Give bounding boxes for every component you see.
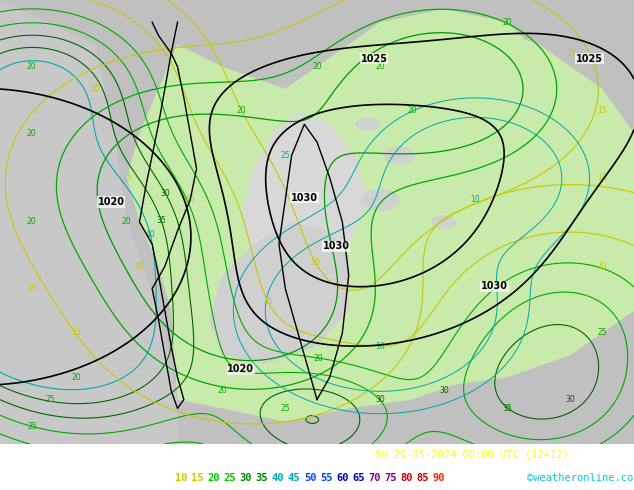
Text: 10: 10 [470, 196, 481, 204]
Text: 10: 10 [375, 342, 385, 351]
Text: 20: 20 [122, 218, 132, 226]
Text: 45: 45 [288, 473, 301, 483]
Ellipse shape [431, 215, 456, 229]
Text: 20: 20 [207, 473, 220, 483]
Text: 15: 15 [191, 473, 204, 483]
Point [0, 440, 5, 448]
Text: 10: 10 [311, 258, 320, 267]
Text: 20: 20 [27, 129, 37, 138]
Text: Surface pressure [hPa] ECMWF: Surface pressure [hPa] ECMWF [4, 450, 179, 460]
Text: 10: 10 [597, 173, 607, 182]
Point [0, 440, 5, 448]
Text: ©weatheronline.co.uk: ©weatheronline.co.uk [527, 473, 634, 483]
Point [0, 440, 5, 448]
Text: 25: 25 [280, 151, 290, 160]
Polygon shape [317, 22, 634, 391]
Polygon shape [127, 9, 602, 422]
Text: 15: 15 [90, 84, 100, 93]
Text: 1025: 1025 [361, 53, 387, 64]
Text: 65: 65 [352, 473, 365, 483]
Text: 30: 30 [161, 189, 171, 198]
Polygon shape [0, 0, 178, 444]
Text: 85: 85 [417, 473, 429, 483]
Polygon shape [241, 111, 368, 289]
Text: 15: 15 [566, 49, 576, 58]
Text: 20: 20 [312, 62, 322, 71]
Text: 25: 25 [223, 473, 236, 483]
Text: 20: 20 [236, 106, 246, 116]
Text: 1020: 1020 [228, 365, 254, 374]
Text: 1025: 1025 [576, 53, 603, 64]
Text: 35: 35 [157, 217, 166, 225]
Text: 15: 15 [597, 106, 607, 116]
Polygon shape [209, 222, 349, 364]
Text: 1030: 1030 [291, 193, 318, 202]
Point [0, 440, 5, 448]
Text: 40: 40 [145, 230, 155, 239]
Text: 55: 55 [320, 473, 332, 483]
Text: 50: 50 [304, 473, 316, 483]
Point [0, 440, 5, 448]
Text: 35: 35 [256, 473, 268, 483]
Text: 30: 30 [566, 395, 576, 404]
Text: 80: 80 [401, 473, 413, 483]
Text: 1030: 1030 [323, 242, 349, 251]
Text: 40: 40 [271, 473, 284, 483]
Text: 60: 60 [336, 473, 349, 483]
Text: 10: 10 [175, 473, 188, 483]
Text: 20: 20 [71, 373, 81, 382]
Text: 25: 25 [46, 395, 56, 404]
Text: 35: 35 [502, 404, 512, 413]
Text: 20: 20 [217, 386, 227, 395]
Text: 20: 20 [27, 62, 37, 71]
Text: 20: 20 [375, 62, 385, 71]
Text: 90: 90 [432, 473, 445, 483]
Text: 1020: 1020 [98, 197, 124, 207]
Text: Su 26-05-2024 00:00 UTC (12+12): Su 26-05-2024 00:00 UTC (12+12) [375, 450, 569, 460]
Text: 10: 10 [597, 262, 607, 271]
Text: 30: 30 [439, 386, 449, 395]
Ellipse shape [384, 147, 415, 164]
Text: 20: 20 [27, 218, 37, 226]
Text: 20: 20 [314, 354, 323, 363]
Text: 15: 15 [27, 284, 37, 293]
Ellipse shape [355, 118, 380, 131]
Text: 30: 30 [240, 473, 252, 483]
Text: Isotachs 10m (km/h): Isotachs 10m (km/h) [4, 473, 129, 483]
Text: 10: 10 [134, 262, 145, 271]
Text: 20: 20 [407, 106, 417, 116]
Text: 15: 15 [263, 296, 273, 306]
Text: 25: 25 [597, 328, 607, 338]
Text: 15: 15 [122, 173, 132, 182]
Text: 70: 70 [368, 473, 380, 483]
Text: 15: 15 [71, 328, 81, 338]
Text: 10: 10 [185, 196, 195, 204]
Ellipse shape [361, 189, 399, 211]
Text: 25: 25 [280, 404, 290, 413]
Text: 25: 25 [27, 422, 37, 431]
Text: 75: 75 [384, 473, 397, 483]
Text: 20: 20 [502, 18, 512, 26]
Point [0, 440, 5, 448]
Point [0, 440, 5, 448]
Text: 30: 30 [375, 395, 385, 404]
Text: 1030: 1030 [481, 281, 508, 292]
